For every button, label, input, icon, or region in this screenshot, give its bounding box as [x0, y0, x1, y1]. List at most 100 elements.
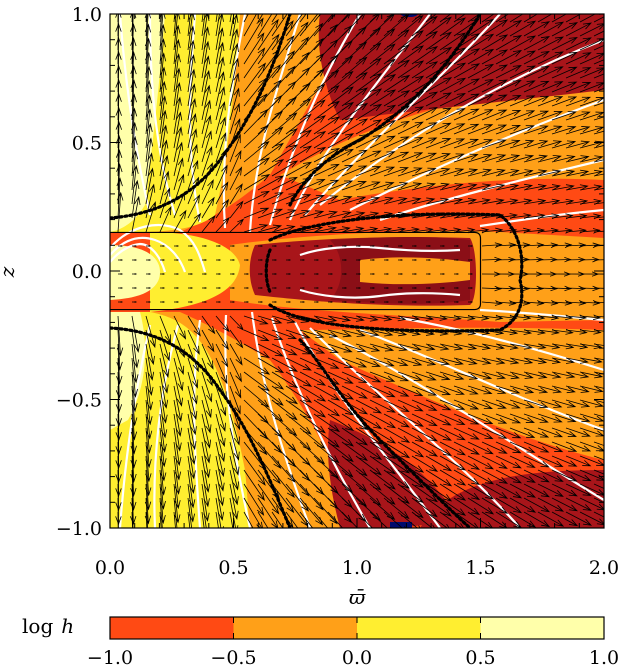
velocity-arrow [369, 226, 393, 233]
velocity-arrow [425, 46, 453, 65]
velocity-arrow [579, 371, 604, 379]
velocity-arrow [369, 120, 397, 135]
velocity-arrow [426, 273, 432, 275]
velocity-arrow [551, 125, 577, 135]
velocity-arrow [130, 483, 137, 525]
velocity-arrow [188, 287, 194, 289]
velocity-arrow [201, 179, 214, 205]
velocity-arrow [565, 285, 586, 292]
velocity-arrow [201, 399, 212, 434]
velocity-arrow [425, 92, 453, 107]
velocity-arrow [243, 469, 265, 501]
velocity-arrow [341, 413, 369, 430]
velocity-arrow [453, 413, 480, 425]
velocity-arrow [257, 110, 283, 135]
velocity-arrow [145, 357, 154, 397]
dotted-contour [264, 248, 272, 294]
velocity-arrow [243, 157, 270, 177]
velocity-arrow [160, 301, 166, 303]
velocity-arrow [313, 23, 338, 51]
velocity-arrow [383, 399, 410, 413]
velocity-arrow [537, 36, 564, 51]
x-tick-label: 0.0 [95, 557, 125, 579]
velocity-arrow [495, 371, 520, 380]
velocity-arrow [397, 497, 424, 519]
velocity-arrow [229, 149, 242, 177]
velocity-arrow [551, 96, 578, 107]
colorbar-swatch [233, 617, 357, 639]
velocity-arrow [201, 329, 215, 353]
velocity-arrow [229, 42, 239, 79]
velocity-arrow [145, 167, 155, 205]
velocity-arrow [271, 413, 298, 437]
colorbar-swatch [110, 617, 234, 639]
velocity-arrow [523, 385, 549, 394]
velocity-arrow [355, 343, 381, 352]
velocity-arrow [201, 315, 216, 335]
velocity-arrow [130, 469, 137, 511]
velocity-arrow [187, 329, 200, 355]
velocity-arrow [257, 208, 284, 219]
velocity-arrow [285, 399, 312, 419]
velocity-arrow [355, 357, 381, 367]
velocity-arrow [383, 357, 409, 367]
y-tick-label: 0.0 [72, 261, 102, 283]
velocity-arrow [565, 497, 592, 511]
velocity-arrow [202, 287, 208, 289]
velocity-arrow [272, 259, 278, 261]
velocity-arrow [481, 198, 505, 205]
velocity-arrow [425, 357, 451, 366]
velocity-arrow [202, 301, 208, 303]
velocity-arrow [369, 196, 394, 205]
velocity-arrow [341, 385, 368, 399]
velocity-arrow [116, 329, 123, 371]
velocity-arrow [313, 455, 340, 479]
velocity-arrow [551, 111, 577, 121]
field-line [118, 324, 152, 528]
velocity-arrow [398, 245, 404, 247]
velocity-arrow [537, 66, 564, 79]
velocity-arrow [299, 83, 326, 107]
velocity-arrow [481, 285, 503, 292]
velocity-arrow [481, 14, 495, 23]
velocity-arrow [537, 81, 564, 93]
velocity-arrow [439, 197, 464, 205]
velocity-arrow [565, 37, 592, 51]
velocity-arrow [481, 413, 508, 424]
velocity-arrow [299, 210, 325, 219]
velocity-arrow [341, 165, 368, 177]
velocity-arrow [271, 371, 299, 389]
velocity-arrow [425, 497, 452, 517]
velocity-arrow [397, 14, 408, 23]
velocity-arrow [383, 44, 410, 65]
velocity-arrow [187, 212, 202, 233]
velocity-arrow [425, 182, 450, 191]
velocity-arrow [131, 511, 133, 528]
disk-outer-edge [474, 231, 482, 311]
velocity-arrow [215, 86, 226, 121]
velocity-arrow [551, 14, 573, 23]
velocity-arrow [537, 469, 564, 482]
velocity-arrow [481, 469, 509, 484]
velocity-arrow [523, 50, 550, 65]
velocity-arrow [258, 245, 264, 247]
velocity-arrow [341, 483, 368, 507]
velocity-arrow [355, 441, 383, 461]
velocity-arrow [327, 511, 344, 528]
velocity-arrow [131, 179, 140, 219]
velocity-arrow [384, 287, 390, 289]
velocity-arrow [159, 38, 166, 79]
velocity-arrow [369, 455, 397, 475]
velocity-arrow [313, 210, 338, 219]
velocity-arrow [313, 315, 338, 323]
velocity-arrow [565, 169, 590, 177]
velocity-arrow [257, 441, 282, 469]
velocity-arrow [216, 273, 222, 275]
velocity-arrow [285, 371, 313, 387]
velocity-arrow [453, 48, 481, 65]
velocity-arrow [314, 287, 320, 289]
colorbar-tick-label: −0.5 [210, 647, 256, 668]
velocity-arrow [495, 94, 522, 107]
velocity-arrow [230, 259, 236, 261]
velocity-arrow [495, 34, 523, 51]
